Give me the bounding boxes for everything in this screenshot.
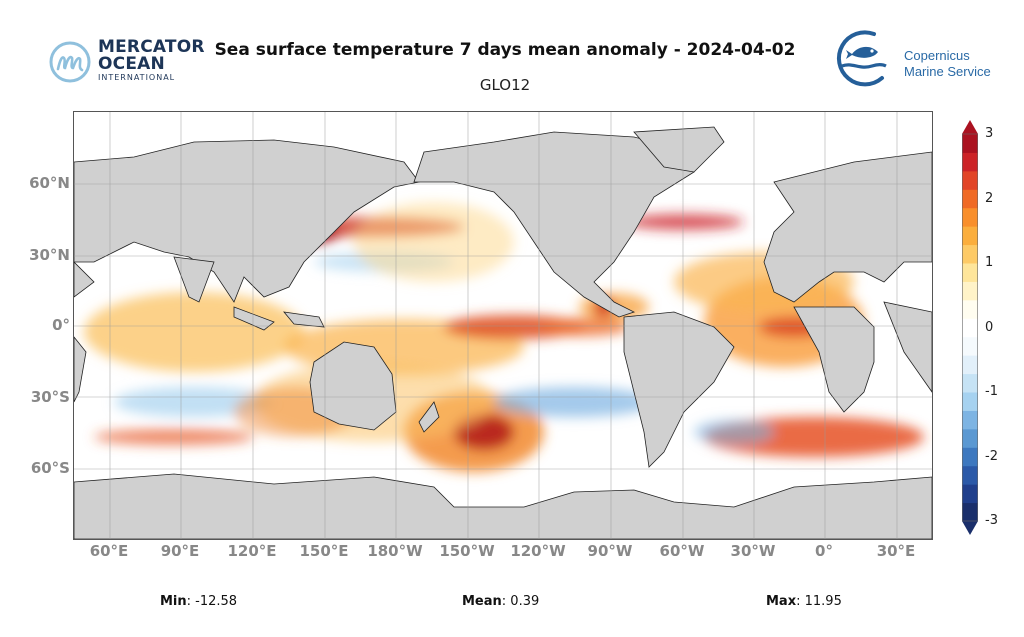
colorbar-segment bbox=[962, 299, 978, 319]
lon-label: 30°E bbox=[876, 542, 916, 560]
stat-min-value: : -12.58 bbox=[186, 594, 238, 609]
copernicus-line1: Copernicus bbox=[904, 48, 970, 63]
colorbar-segment bbox=[962, 170, 978, 190]
colorbar-tick-label: -1 bbox=[985, 384, 998, 399]
colorbar-extend-max bbox=[962, 120, 978, 134]
stat-mean-label: Mean bbox=[462, 594, 502, 609]
map-subtitle: GLO12 bbox=[479, 76, 531, 94]
lon-label: 150°E bbox=[299, 542, 349, 560]
lon-label: 120°E bbox=[227, 542, 277, 560]
lon-label: 0° bbox=[815, 542, 833, 560]
colorbar-segment bbox=[962, 281, 978, 301]
copernicus-line2: Marine Service bbox=[904, 64, 991, 79]
lon-label: 90°E bbox=[160, 542, 200, 560]
colorbar-segment bbox=[962, 318, 978, 338]
colorbar-segment bbox=[962, 484, 978, 504]
lon-label: 150°W bbox=[439, 542, 495, 560]
colorbar-segment bbox=[962, 336, 978, 356]
colorbar-segment bbox=[962, 373, 978, 393]
colorbar-segment bbox=[962, 263, 978, 282]
colorbar-outline bbox=[962, 133, 978, 522]
lon-label: 180°W bbox=[367, 542, 423, 560]
colorbar-extend-min bbox=[962, 521, 978, 535]
lon-label: 60°W bbox=[659, 542, 705, 560]
colorbar-segment bbox=[962, 447, 978, 467]
stat-max: Max: 11.95 bbox=[766, 594, 842, 609]
lat-label: 60°S bbox=[30, 459, 70, 477]
mercator-line1: MERCATOR bbox=[98, 37, 205, 57]
colorbar-tick-label: -2 bbox=[985, 448, 998, 464]
lat-label: 0° bbox=[52, 316, 70, 334]
lon-label: 60°E bbox=[89, 542, 129, 560]
colorbar-segment bbox=[962, 465, 978, 485]
mercator-line3: INTERNATIONAL bbox=[98, 73, 176, 82]
lat-label: 30°N bbox=[29, 246, 70, 264]
colorbar-segment bbox=[962, 207, 978, 227]
colorbar-tick-label: 0 bbox=[985, 319, 994, 335]
graticule bbox=[74, 112, 932, 539]
colorbar-tick-label: 3 bbox=[985, 126, 994, 141]
colorbar-segment bbox=[962, 392, 978, 411]
stat-mean: Mean: 0.39 bbox=[462, 594, 539, 609]
anomaly-field bbox=[84, 202, 924, 472]
stat-max-label: Max bbox=[766, 594, 797, 609]
colorbar-tick-label: 1 bbox=[985, 255, 994, 270]
colorbar-segment bbox=[962, 189, 978, 209]
colorbar-tick-label: 2 bbox=[985, 190, 994, 206]
colorbar-tick-label: -3 bbox=[985, 513, 998, 528]
mercator-m-icon bbox=[49, 41, 91, 83]
colorbar-segment bbox=[962, 355, 978, 375]
stat-min-label: Min bbox=[160, 594, 187, 609]
colorbar-segment bbox=[962, 152, 978, 172]
copernicus-marine-logo: Copernicus Marine Service bbox=[830, 28, 1000, 93]
lon-label: 120°W bbox=[510, 542, 566, 560]
sst-anomaly-map[interactable] bbox=[73, 111, 933, 540]
map-title: Sea surface temperature 7 days mean anom… bbox=[214, 40, 796, 60]
colorbar-segment bbox=[962, 428, 978, 448]
lon-label: 30°W bbox=[730, 542, 776, 560]
stat-min: Min: -12.58 bbox=[160, 594, 237, 609]
lon-label: 90°W bbox=[587, 542, 633, 560]
colorbar-segment bbox=[962, 134, 978, 153]
mercator-line2: OCEAN bbox=[98, 54, 165, 74]
lat-label: 30°S bbox=[30, 388, 70, 406]
fish-icon bbox=[836, 30, 887, 87]
mercator-ocean-logo: MERCATOR OCEAN INTERNATIONAL bbox=[48, 38, 204, 86]
land bbox=[74, 126, 932, 539]
colorbar-segment bbox=[962, 226, 978, 246]
colorbar-segment bbox=[962, 244, 978, 264]
lat-label: 60°N bbox=[29, 174, 70, 192]
colorbar-segment bbox=[962, 502, 978, 522]
colorbar-segment bbox=[962, 410, 978, 430]
colorbar bbox=[962, 120, 978, 535]
stat-mean-value: : 0.39 bbox=[501, 594, 540, 609]
map-canvas bbox=[74, 112, 932, 539]
stat-max-value: : 11.95 bbox=[796, 594, 842, 609]
